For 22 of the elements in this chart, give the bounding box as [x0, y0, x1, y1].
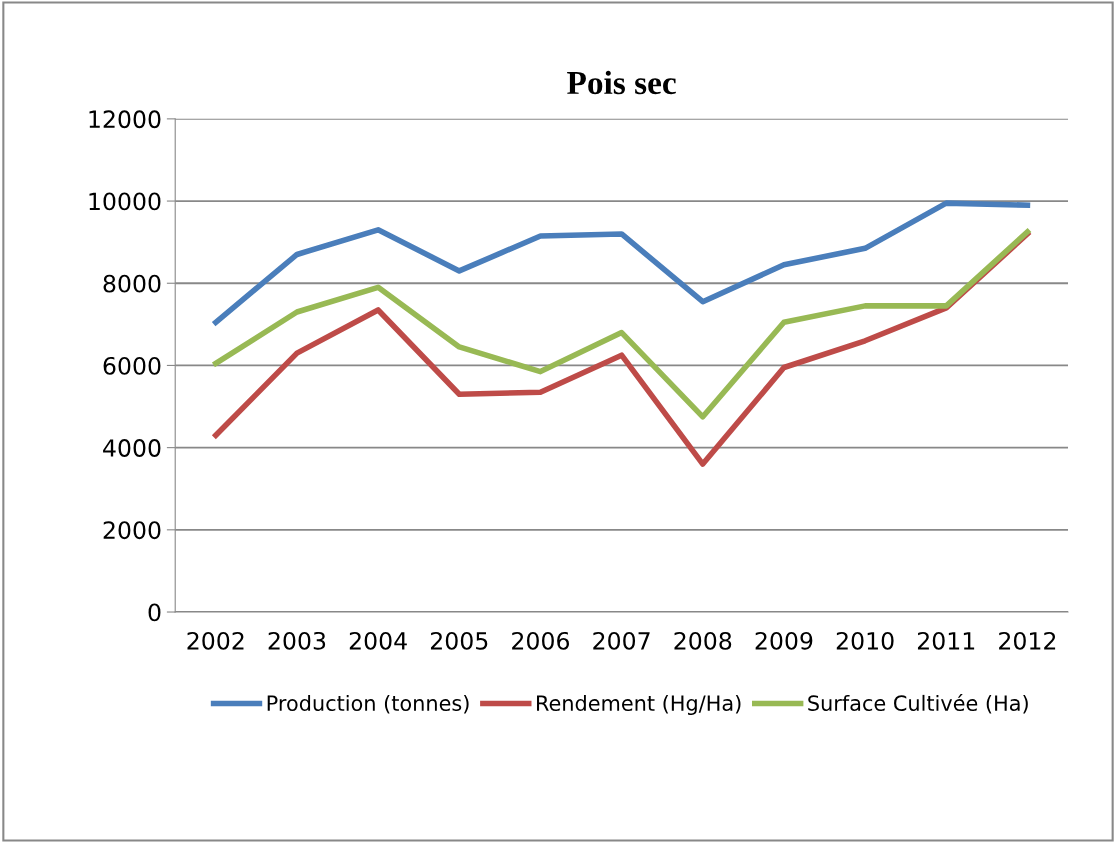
y-tick-label: 6000	[103, 356, 161, 375]
x-tick-label: 2003	[268, 631, 326, 650]
y-tick-label: 8000	[103, 274, 161, 293]
x-tick-label: 2006	[512, 631, 570, 650]
y-tick-label: 4000	[103, 439, 161, 457]
x-tick-label: 2012	[999, 631, 1056, 650]
y-tick-label: 2000	[103, 521, 161, 540]
legend-label: Rendement (Hg/Ha)	[537, 694, 741, 716]
x-tick-label: 2011	[917, 631, 975, 650]
legend-label: Surface Cultivée (Ha)	[808, 694, 1028, 714]
x-tick-label: 2010	[836, 631, 894, 650]
x-tick-label: 2007	[593, 631, 650, 650]
x-tick-label: 2002	[187, 631, 244, 650]
y-tick-label: 0	[148, 603, 161, 622]
chart-title: Pois sec	[567, 70, 676, 95]
x-tick-label: 2008	[674, 631, 732, 650]
x-tick-label: 2009	[755, 631, 813, 650]
x-tick-label: 2005	[430, 631, 488, 650]
legend-label: Production (tonnes)	[267, 694, 469, 714]
y-tick-label: 10000	[89, 192, 161, 211]
x-tick-label: 2004	[349, 631, 407, 650]
y-tick-label: 12000	[89, 110, 161, 129]
